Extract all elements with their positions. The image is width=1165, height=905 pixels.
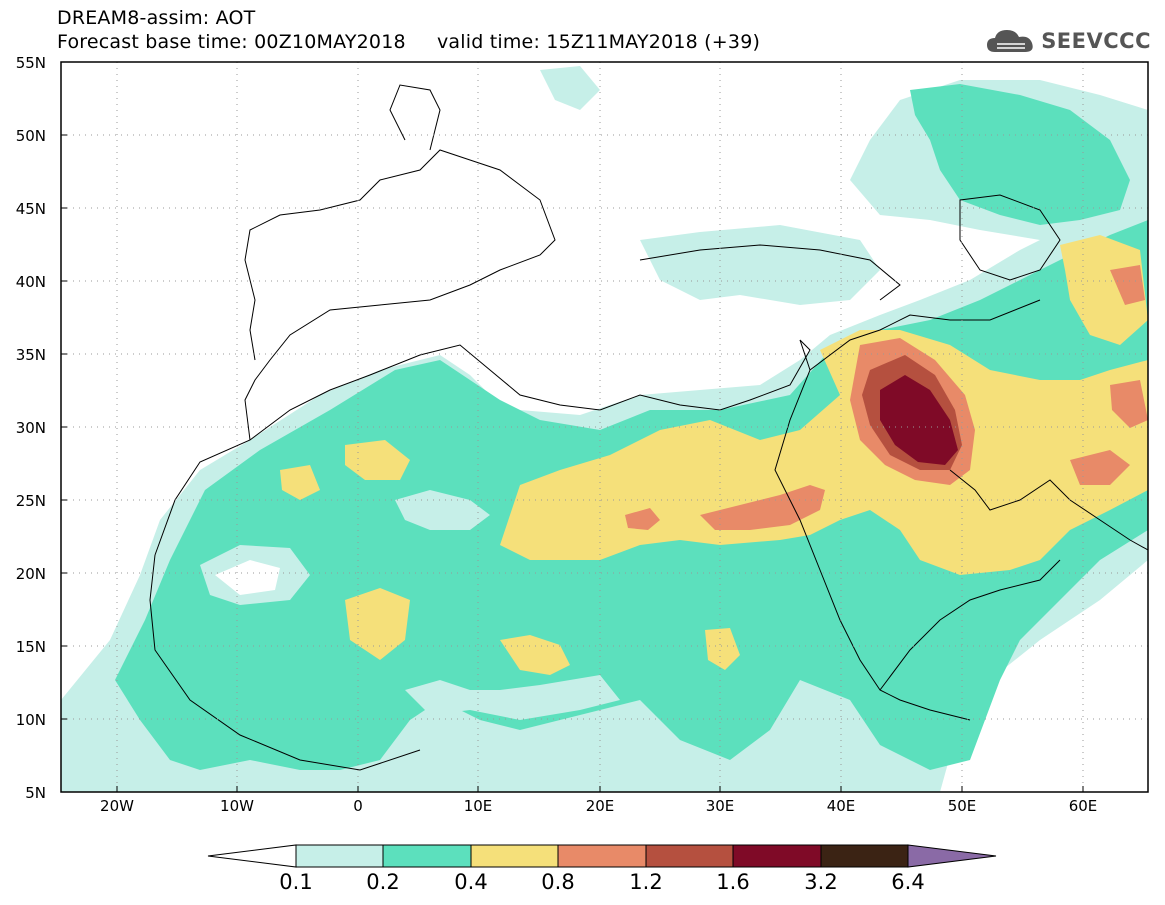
colorbar-over: [907, 844, 997, 868]
lon-label-50e: 50E: [947, 797, 977, 815]
aot-region-high-patch-4: [705, 628, 740, 670]
colorbar-bin-7: [820, 844, 909, 868]
aot-contours: [61, 66, 1148, 792]
lon-label-60e: 60E: [1068, 797, 1098, 815]
legend-level-6-4: 6.4: [891, 870, 925, 894]
lon-label-10w: 10W: [220, 797, 254, 815]
aot-region-high-patch-3: [500, 635, 570, 675]
legend-level-0-4: 0.4: [454, 870, 488, 894]
aot-region-low-atl: [540, 66, 600, 110]
colorbar-bin-5: [645, 844, 734, 868]
lat-label-45n: 45N: [15, 200, 46, 218]
aot-region-veryhigh-4: [1110, 380, 1148, 428]
colorbar-bin-3: [470, 844, 559, 868]
lon-label-20w: 20W: [100, 797, 134, 815]
lat-label-5n: 5N: [25, 784, 46, 802]
lon-label-0: 0: [353, 797, 363, 815]
lat-label-35n: 35N: [15, 346, 46, 364]
lat-label-50n: 50N: [15, 127, 46, 145]
lon-label-10e: 10E: [463, 797, 493, 815]
lon-label-20e: 20E: [585, 797, 615, 815]
colorbar-under: [207, 844, 297, 868]
lat-label-20n: 20N: [15, 565, 46, 583]
aot-region-veryhigh-2: [625, 508, 660, 530]
model-title: DREAM8-assim: AOT: [57, 7, 256, 29]
brand-name: SEEVCCC: [1041, 29, 1151, 53]
lat-label-10n: 10N: [15, 711, 46, 729]
lat-label-55n: 55N: [15, 54, 46, 72]
colorbar: [207, 844, 997, 868]
aot-region-high-patch-2: [345, 588, 410, 660]
aot-hole-sahel: [405, 675, 620, 720]
aot-region-peak: [880, 375, 958, 465]
lat-label-30n: 30N: [15, 419, 46, 437]
legend-level-0-8: 0.8: [541, 870, 575, 894]
lat-label-25n: 25N: [15, 492, 46, 510]
aot-region-low-med: [640, 225, 880, 305]
aot-region-mid-north: [910, 84, 1130, 225]
legend-level-1-6: 1.6: [716, 870, 750, 894]
aot-region-veryhigh-1: [700, 485, 825, 530]
aot-hole-sahara-west-2: [215, 560, 280, 595]
colorbar-bin-4: [557, 844, 647, 868]
lat-label-15n: 15N: [15, 638, 46, 656]
legend-level-0-2: 0.2: [366, 870, 400, 894]
coastlines: [149, 84, 1148, 771]
aot-region-high-patch-5: [280, 465, 320, 500]
aot-region-high-east: [1060, 235, 1148, 345]
lon-label-40e: 40E: [826, 797, 856, 815]
aot-region-high-band: [500, 330, 1148, 575]
legend-level-3-2: 3.2: [804, 870, 838, 894]
aot-region-high-patch-1: [345, 440, 410, 480]
lon-label-30e: 30E: [705, 797, 735, 815]
seevccc-logo: SEEVCCC: [985, 24, 1151, 58]
axis-ticks: [61, 134, 1084, 792]
colorbar-bin-2: [382, 844, 472, 868]
legend-level-0-1: 0.1: [279, 870, 313, 894]
cloud-icon: [987, 30, 1033, 52]
colorbar-bin-1: [295, 844, 384, 868]
lat-label-40n: 40N: [15, 273, 46, 291]
aot-region-veryhigh-5: [1110, 265, 1145, 305]
forecast-time-line: Forecast base time: 00Z10MAY2018 valid t…: [57, 31, 761, 53]
colorbar-bin-6: [732, 844, 822, 868]
aot-hole-libya: [395, 490, 490, 530]
aot-region-veryhigh-6: [1070, 450, 1130, 485]
legend-level-1-2: 1.2: [629, 870, 663, 894]
